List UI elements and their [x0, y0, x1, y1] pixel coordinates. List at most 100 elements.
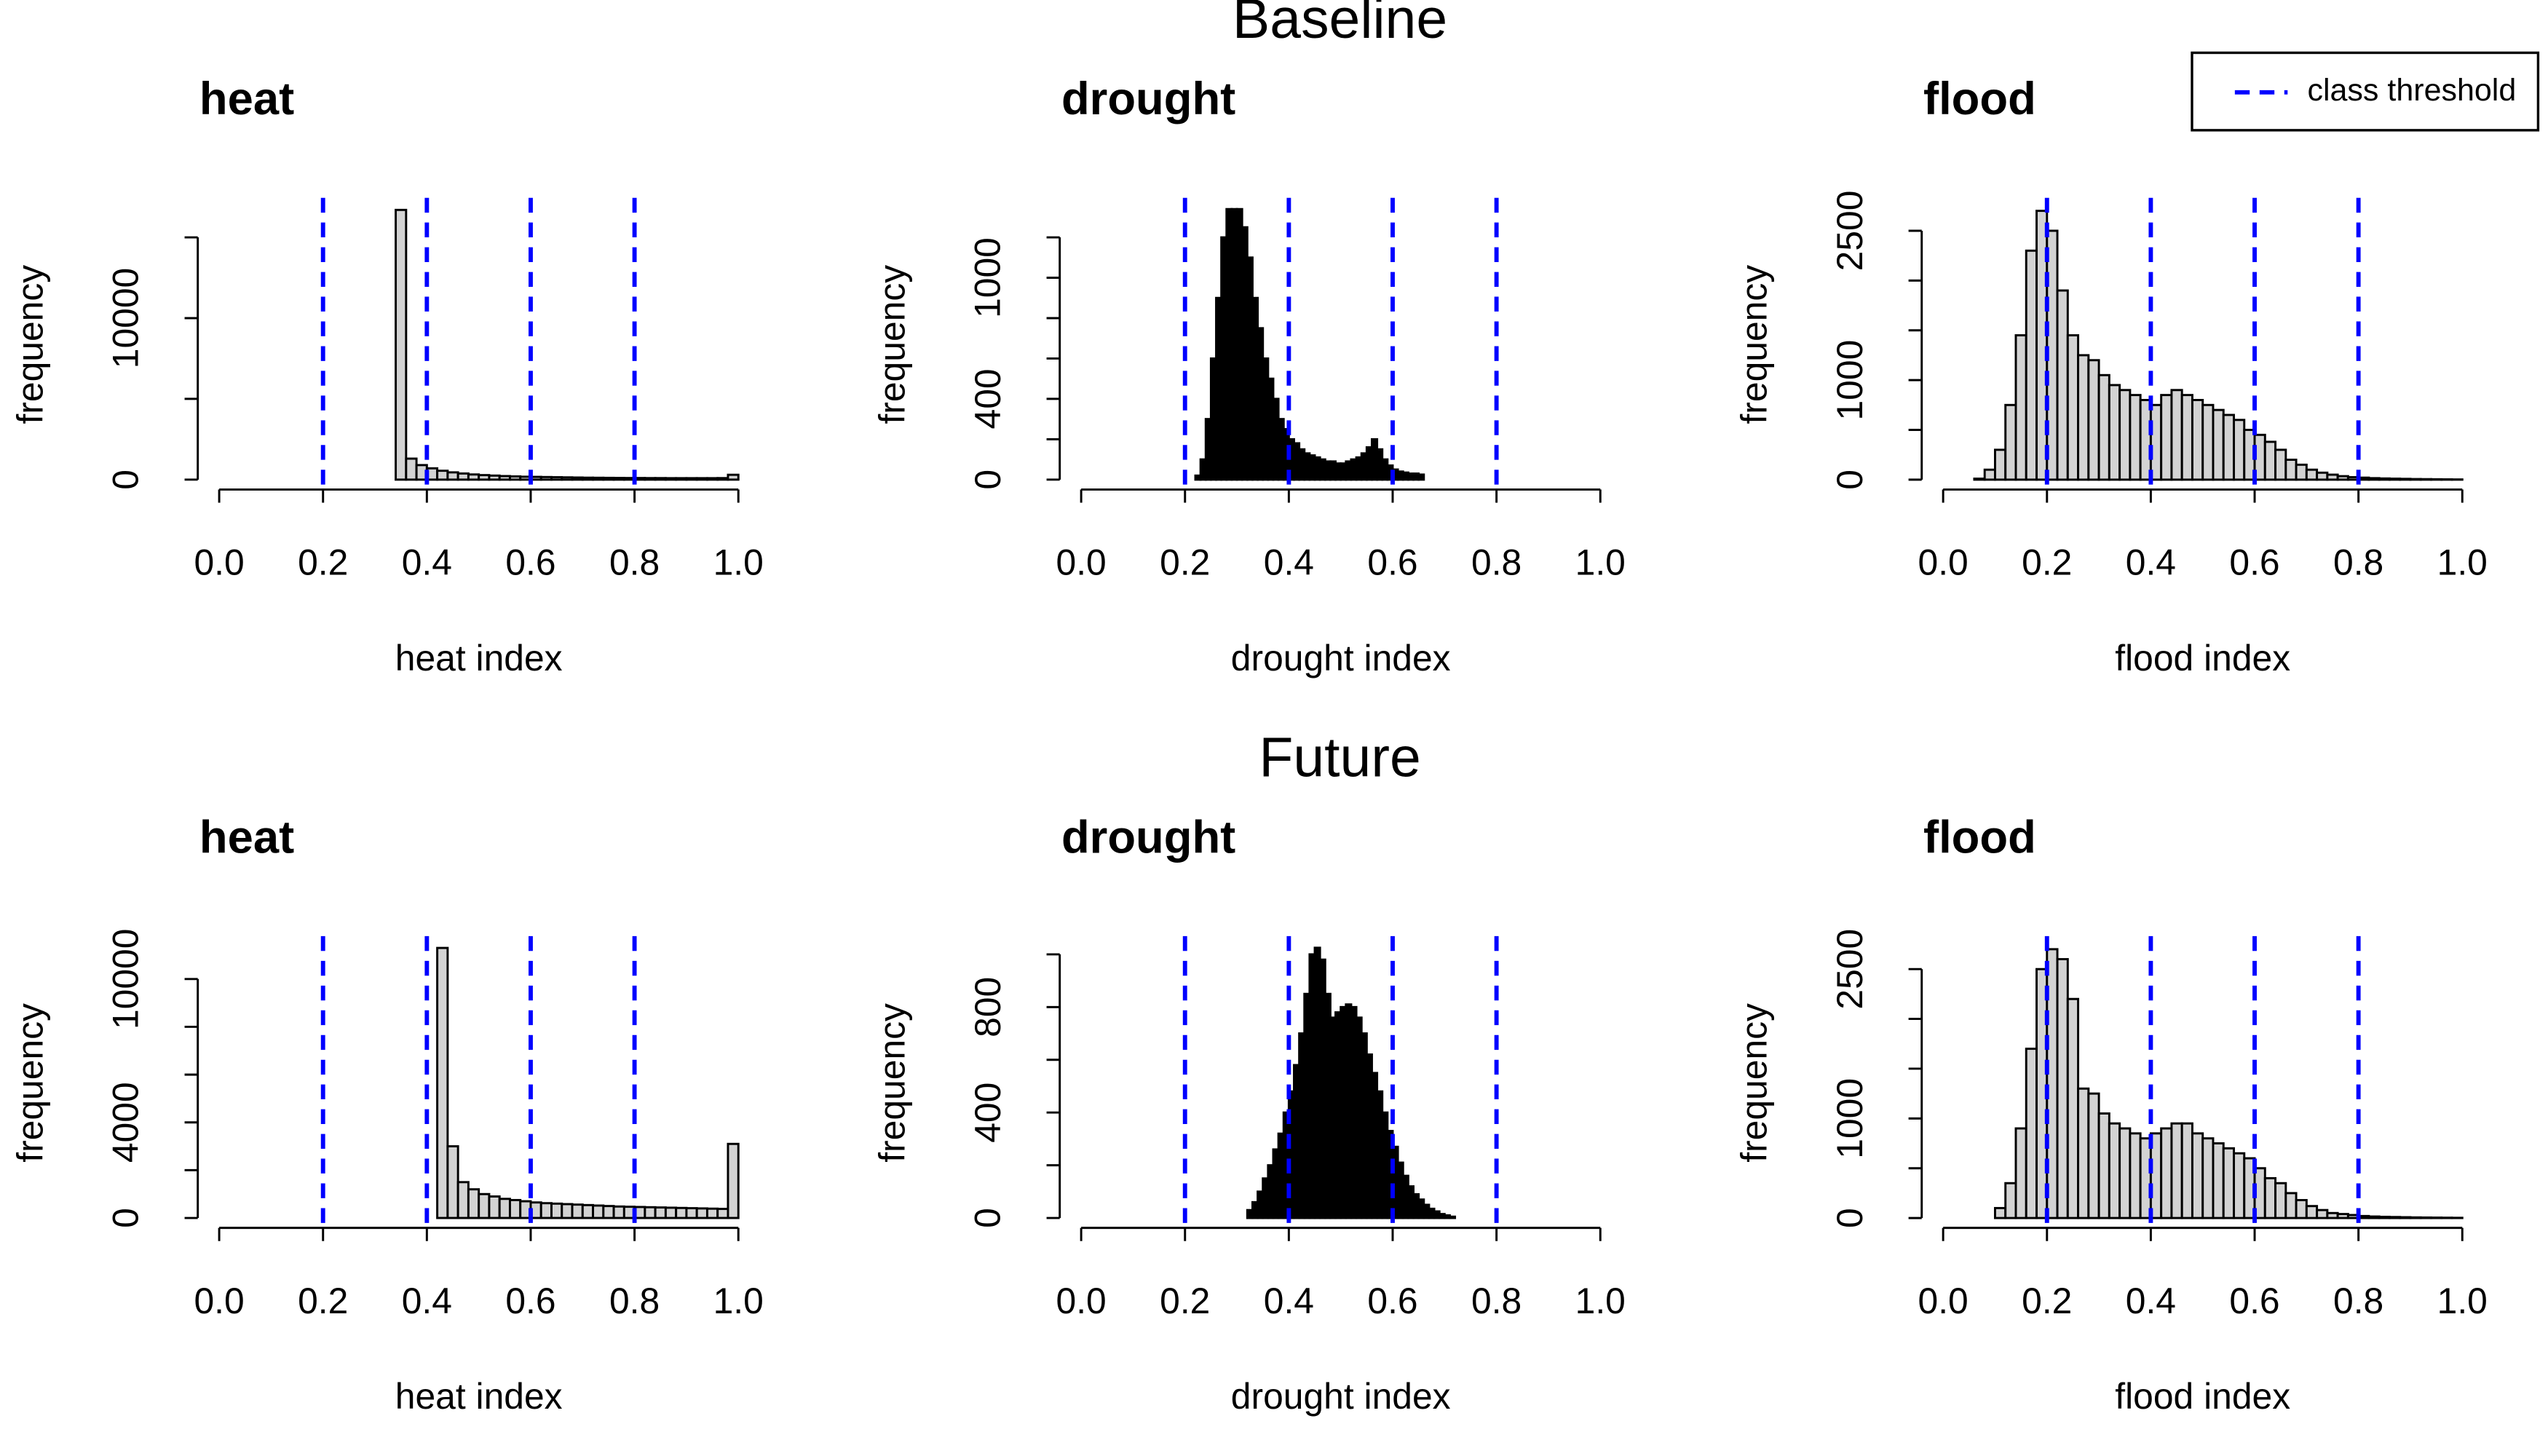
y-tick-label: 1000 [1829, 1078, 1870, 1159]
x-tick-label: 0.6 [1367, 542, 1417, 583]
histogram-bar [2409, 478, 2422, 481]
histogram-bar [2170, 1122, 2183, 1219]
histogram-bar [2378, 1215, 2391, 1219]
histogram-bar [2274, 448, 2287, 481]
x-axis-label: drought index [1231, 638, 1451, 678]
histogram-bar [2180, 394, 2193, 481]
x-tick-label: 0.2 [2022, 542, 2072, 583]
x-tick-label: 0.4 [1264, 542, 1314, 583]
histogram-bar [2004, 1182, 2017, 1219]
histogram-bar [1417, 473, 1425, 481]
histogram-bar [467, 473, 480, 481]
histogram-bar [467, 1188, 480, 1219]
histogram-bar [2284, 459, 2298, 481]
histogram-bar [644, 477, 657, 481]
y-tick-label: 0 [106, 1208, 146, 1228]
histogram-bar [664, 477, 678, 481]
y-axis-label: frequency [9, 1003, 50, 1163]
x-tick-label: 0.2 [298, 542, 348, 583]
y-tick-label: 800 [968, 977, 1008, 1037]
histogram-bar [2274, 1182, 2287, 1219]
y-tick-label: 10000 [106, 929, 146, 1029]
x-tick-label: 1.0 [1575, 1281, 1626, 1321]
histogram-bar [2077, 354, 2090, 481]
row-title: Future [1259, 726, 1420, 788]
histogram-bar [2316, 471, 2329, 481]
histogram-bar [2004, 403, 2017, 481]
histogram-bar [2316, 1208, 2329, 1219]
histogram-bar [2295, 463, 2308, 481]
y-axis-label: frequency [9, 265, 50, 424]
x-tick-label: 0.8 [1471, 542, 1522, 583]
histogram-bar [2378, 477, 2391, 481]
x-tick-label: 0.2 [298, 1281, 348, 1321]
histogram-bar [2056, 958, 2069, 1219]
panel-title: heat [199, 74, 294, 124]
x-tick-label: 0.2 [1160, 542, 1210, 583]
histogram-bar [727, 473, 740, 481]
histogram-bar [2170, 389, 2183, 481]
histogram-bar [395, 208, 408, 481]
histogram-bar [716, 477, 729, 481]
histogram-bar [2399, 478, 2412, 481]
y-axis-label: frequency [1733, 265, 1774, 424]
histogram-bar [550, 1202, 563, 1219]
histogram-bar [2201, 403, 2215, 481]
histogram-bar [685, 477, 698, 481]
y-tick-label: 400 [968, 1083, 1008, 1143]
histogram-bar [705, 477, 719, 481]
histogram-bar [592, 1204, 605, 1219]
x-tick-label: 0.6 [505, 542, 555, 583]
x-tick-label: 0.6 [2229, 542, 2279, 583]
y-axis-label: frequency [1733, 1003, 1774, 1163]
histogram-bar [488, 474, 501, 481]
x-tick-label: 0.4 [402, 542, 452, 583]
histogram-bar [2191, 398, 2204, 481]
x-tick-label: 0.4 [1264, 1281, 1314, 1321]
histogram-bar [436, 470, 449, 481]
x-tick-label: 1.0 [1575, 542, 1626, 583]
histogram-bar [2160, 394, 2173, 481]
histogram-bar [508, 475, 522, 481]
histogram-bar [1973, 478, 1986, 481]
y-tick-label: 0 [968, 1208, 1008, 1228]
x-tick-label: 0.8 [1471, 1281, 1522, 1321]
histogram-bar [2222, 1147, 2235, 1219]
panel-title: flood [1923, 812, 2036, 863]
histogram-bar [550, 476, 563, 481]
x-axis-label: flood index [2115, 1376, 2290, 1417]
histogram-bar [456, 472, 470, 481]
histogram-bar [2087, 359, 2100, 481]
histogram-bar [581, 476, 595, 481]
y-tick-label: 2500 [1829, 929, 1870, 1010]
histogram-bar [2191, 1132, 2204, 1219]
histogram-bar [2066, 997, 2080, 1219]
histogram-bar [2336, 475, 2349, 481]
x-tick-label: 0.8 [2333, 1281, 2383, 1321]
x-tick-label: 0.4 [402, 1281, 452, 1321]
histogram-bar [561, 1203, 574, 1219]
histogram-bar [2014, 1127, 2027, 1219]
histogram-bar [664, 1206, 678, 1219]
y-tick-label: 1000 [968, 237, 1008, 318]
histogram-bar [2295, 1199, 2308, 1219]
histogram-bar [2367, 477, 2381, 481]
legend-label: class threshold [2307, 73, 2516, 108]
histogram-bar [478, 1192, 491, 1219]
histogram-bar [498, 475, 511, 481]
histogram-bar [2212, 408, 2225, 481]
histogram-bar [2025, 249, 2038, 481]
y-tick-label: 0 [1829, 470, 1870, 490]
histogram-bar [2222, 414, 2235, 481]
histogram-bar [2326, 1211, 2339, 1219]
x-tick-label: 1.0 [713, 542, 764, 583]
histogram-bar [602, 1205, 615, 1219]
panel-title: flood [1923, 74, 2036, 124]
x-tick-label: 1.0 [2437, 1281, 2488, 1321]
histogram-bar [612, 1205, 625, 1219]
histogram-bar [2233, 1152, 2246, 1219]
x-tick-label: 0.6 [1367, 1281, 1417, 1321]
histogram-bar [2388, 478, 2402, 481]
y-tick-label: 1000 [1829, 340, 1870, 421]
histogram-bar [446, 1145, 459, 1219]
